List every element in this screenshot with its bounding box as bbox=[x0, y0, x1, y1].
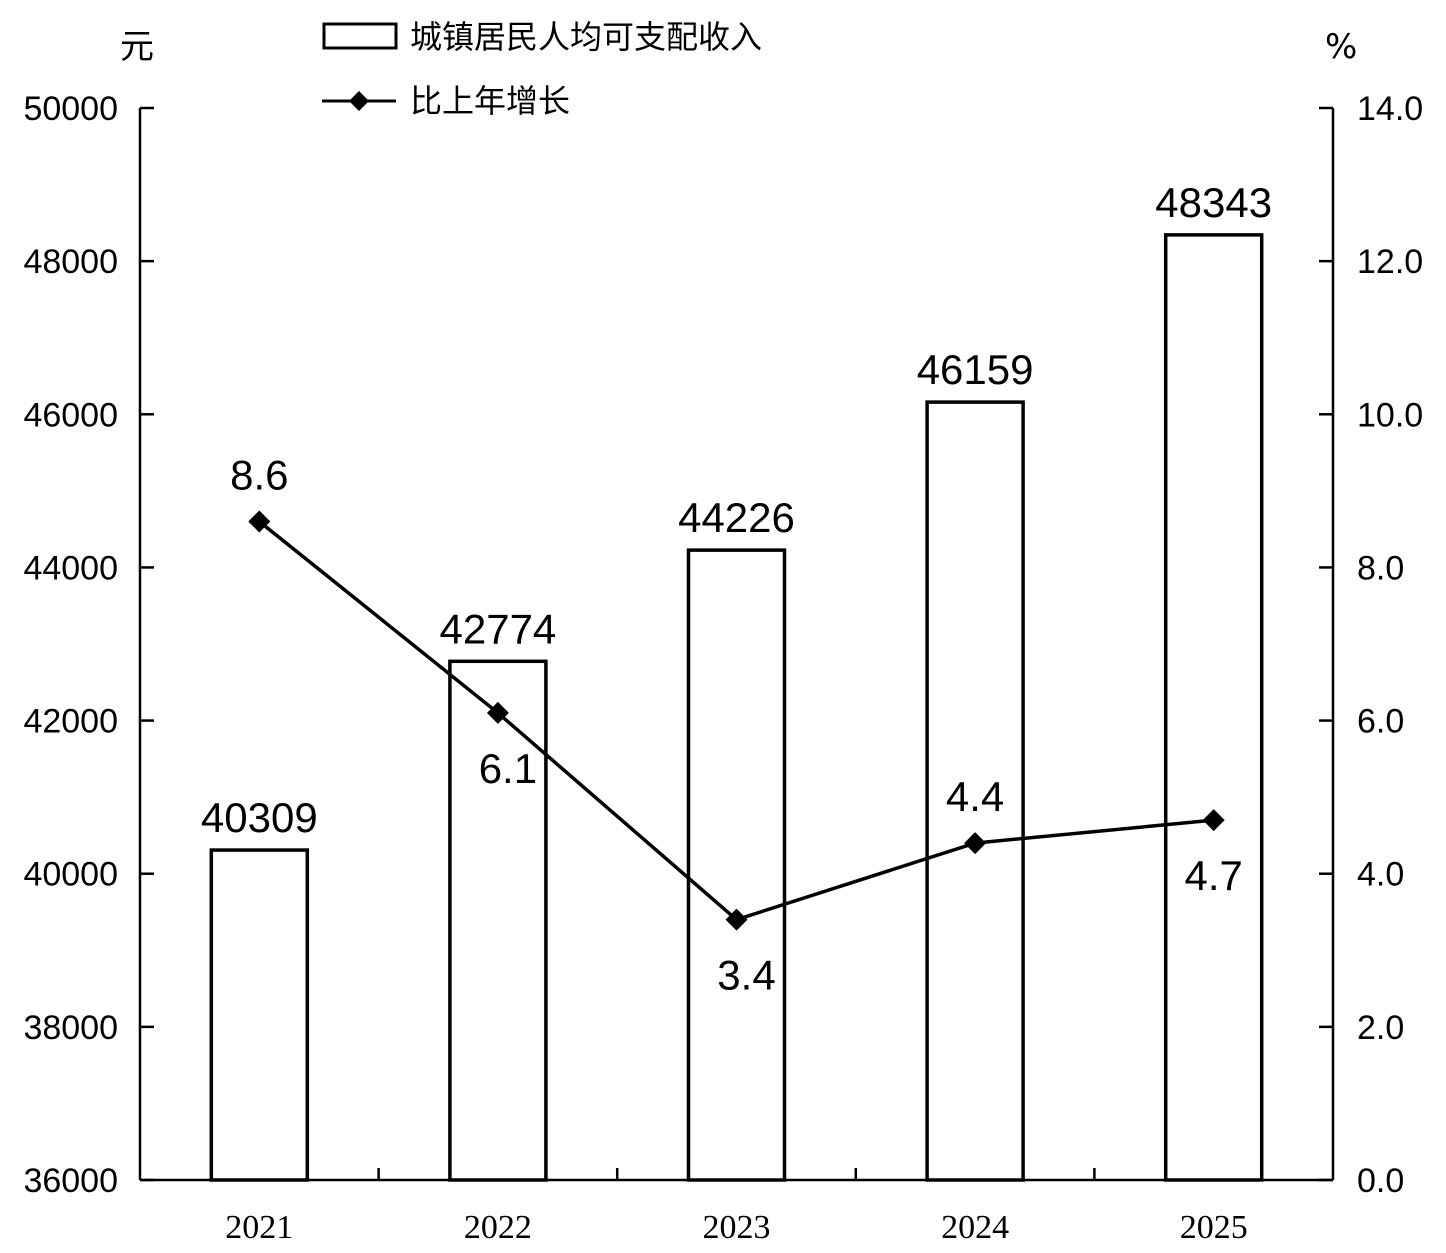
left-axis-ticks: 36000 38000 40000 42000 44000 46000 48000 50000 bbox=[23, 90, 154, 1200]
right-tick-label: 0.0 bbox=[1357, 1162, 1404, 1200]
bar-value-label: 42774 bbox=[440, 605, 557, 652]
category-label: 2024 bbox=[941, 1209, 1009, 1246]
category-label: 2021 bbox=[225, 1209, 293, 1246]
right-tick-label: 2.0 bbox=[1357, 1009, 1404, 1047]
line-point bbox=[1202, 809, 1225, 832]
left-tick-label: 44000 bbox=[23, 549, 118, 587]
left-axis-unit: 元 bbox=[120, 27, 154, 67]
line-value-label: 4.4 bbox=[946, 773, 1004, 820]
right-tick-label: 12.0 bbox=[1357, 243, 1423, 281]
line-point bbox=[248, 510, 271, 533]
category-label: 2025 bbox=[1180, 1209, 1248, 1246]
bar bbox=[448, 659, 548, 1182]
category-label: 2023 bbox=[703, 1209, 771, 1246]
legend: 城镇居民人均可支配收入 比上年增长 bbox=[322, 18, 762, 120]
legend-line-label: 比上年增长 bbox=[410, 82, 570, 120]
right-tick-label: 6.0 bbox=[1357, 703, 1404, 741]
right-tick-label: 14.0 bbox=[1357, 90, 1423, 128]
bar-value-label: 44226 bbox=[678, 494, 795, 541]
left-tick-label: 36000 bbox=[23, 1162, 118, 1200]
bar bbox=[209, 848, 310, 1182]
line-point bbox=[725, 908, 748, 931]
line-value-label: 4.7 bbox=[1185, 852, 1243, 899]
bar-series bbox=[209, 233, 1264, 1182]
line-value-label: 3.4 bbox=[717, 952, 775, 999]
line-point bbox=[486, 701, 509, 724]
legend-bar-swatch bbox=[322, 22, 398, 50]
bar bbox=[1163, 233, 1264, 1182]
right-tick-label: 8.0 bbox=[1357, 549, 1404, 587]
right-axis-ticks: 0.0 2.0 4.0 6.0 8.0 10.0 12.0 14.0 bbox=[1319, 90, 1423, 1200]
category-axis-ticks: 2021 2022 2023 2024 2025 bbox=[225, 1168, 1248, 1246]
bar-value-label: 48343 bbox=[1155, 179, 1272, 226]
left-tick-label: 38000 bbox=[23, 1009, 118, 1047]
line-point bbox=[964, 832, 987, 855]
data-labels: 40309 42774 44226 46159 48343 8.6 6.1 3.4 4.4 4.7 bbox=[201, 179, 1272, 999]
right-tick-label: 10.0 bbox=[1357, 396, 1423, 434]
left-tick-label: 46000 bbox=[23, 396, 118, 434]
right-axis-unit: % bbox=[1325, 27, 1357, 67]
bar-value-label: 40309 bbox=[201, 794, 318, 841]
bar bbox=[925, 400, 1025, 1182]
line-series bbox=[248, 510, 1225, 931]
category-label: 2022 bbox=[464, 1209, 532, 1246]
left-tick-label: 48000 bbox=[23, 243, 118, 281]
bar bbox=[686, 548, 787, 1182]
legend-bar-label: 城镇居民人均可支配收入 bbox=[410, 18, 762, 56]
line-value-label: 8.6 bbox=[230, 451, 288, 498]
line-value-label: 6.1 bbox=[479, 745, 537, 792]
right-tick-label: 4.0 bbox=[1357, 856, 1404, 894]
bar-value-label: 46159 bbox=[917, 346, 1034, 393]
left-tick-label: 50000 bbox=[23, 90, 118, 128]
legend-diamond-marker bbox=[349, 91, 369, 111]
left-tick-label: 40000 bbox=[23, 856, 118, 894]
left-tick-label: 42000 bbox=[23, 703, 118, 741]
